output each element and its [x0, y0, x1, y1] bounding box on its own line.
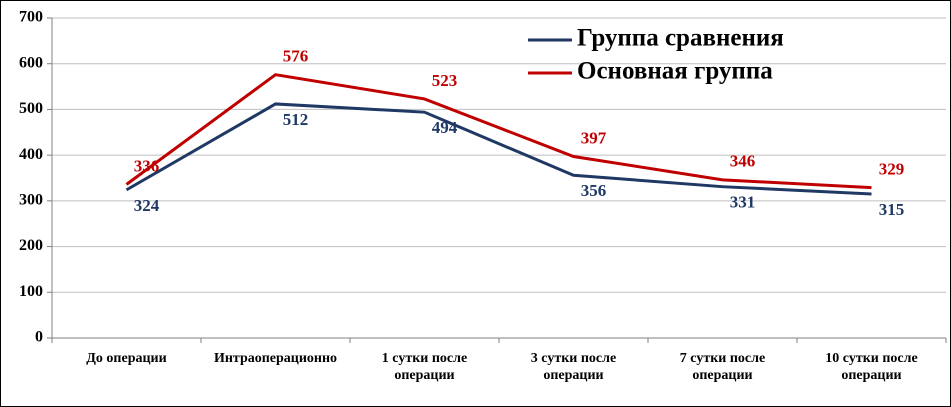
y-tick-label: 200 — [19, 237, 43, 254]
y-tick-label: 100 — [19, 283, 43, 300]
y-tick-label: 500 — [19, 100, 43, 117]
legend-label: Группа сравнения — [577, 25, 784, 52]
data-label: 315 — [879, 200, 905, 219]
data-label: 324 — [134, 196, 160, 215]
data-label: 346 — [730, 152, 756, 171]
data-label: 494 — [432, 118, 458, 137]
data-label: 329 — [879, 160, 905, 179]
data-label: 512 — [283, 110, 309, 129]
data-label: 336 — [134, 156, 160, 175]
x-tick-label: Интраоперационно — [213, 351, 338, 366]
data-label: 331 — [730, 193, 756, 212]
series-line — [125, 102, 872, 196]
y-tick-label: 300 — [19, 192, 43, 209]
y-tick-label: 600 — [19, 54, 43, 71]
legend-label: Основная группа — [577, 58, 773, 85]
data-label: 523 — [432, 71, 458, 90]
x-tick-label: До операции — [86, 351, 167, 366]
data-label: 356 — [581, 181, 607, 200]
data-label: 576 — [283, 47, 309, 66]
x-tick-label: 7 сутки после операции — [679, 351, 766, 383]
x-tick-label: 3 сутки после операции — [530, 351, 617, 383]
x-tick-label: 10 сутки после операции — [825, 351, 918, 383]
series-line — [125, 73, 872, 190]
y-tick-label: 400 — [19, 146, 43, 163]
y-tick-label: 0 — [35, 329, 43, 346]
x-tick-label: 1 сутки после операции — [381, 351, 468, 383]
y-tick-label: 700 — [19, 9, 43, 26]
data-label: 397 — [581, 128, 607, 147]
